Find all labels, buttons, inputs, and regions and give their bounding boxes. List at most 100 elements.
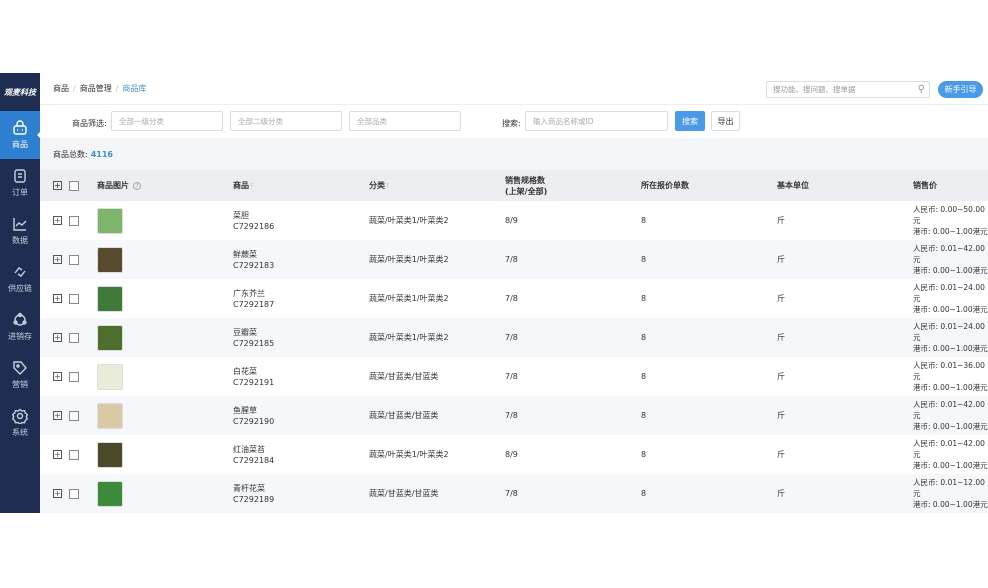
product-name[interactable]: 广东芥兰 <box>233 288 265 298</box>
brand-logo: 观麦科技 <box>4 87 36 97</box>
table-row[interactable]: + 鱼腥草 C7292190 蔬菜/甘蓝类/甘蓝类 7/8 8 斤 人民币: 0.… <box>40 396 988 435</box>
spec-count: 7/8 <box>505 333 518 342</box>
product-name[interactable]: 青杆花菜 <box>233 483 265 493</box>
sidebar-item-data[interactable]: 数据 <box>0 207 40 255</box>
price-rmb: 人民币: 0.01~24.00元 <box>913 322 985 342</box>
product-category: 蔬菜/甘蓝类/甘蓝类 <box>369 372 439 381</box>
product-image[interactable] <box>97 207 123 234</box>
gear-icon <box>12 408 28 424</box>
product-image[interactable] <box>97 246 123 273</box>
supply-chain-icon <box>14 267 26 277</box>
sidebar-item-products[interactable]: 商品 <box>0 111 41 159</box>
product-category: 蔬菜/叶菜类1/叶菜类2 <box>369 294 449 303</box>
search-button[interactable]: 搜索 <box>675 111 705 131</box>
price-hkd: 港币: 0.00~1.00港元 <box>913 305 988 314</box>
product-image[interactable] <box>97 441 123 468</box>
price-hkd: 港币: 0.00~1.00港元 <box>913 422 988 431</box>
filter-label: 商品筛选: <box>72 119 107 128</box>
product-search-input[interactable]: 输入商品名称或ID <box>525 111 668 131</box>
row-checkbox[interactable] <box>69 332 79 343</box>
product-code: C7292191 <box>233 377 275 387</box>
product-image[interactable] <box>97 402 123 429</box>
quote-count: 8 <box>641 489 647 498</box>
product-code: C7292184 <box>233 455 275 465</box>
help-icon[interactable]: ? <box>133 181 141 190</box>
base-unit: 斤 <box>777 216 785 225</box>
product-code: C7292187 <box>233 299 275 309</box>
sidebar-item-supply-chain[interactable]: 供应链 <box>0 255 40 303</box>
product-name[interactable]: 红油菜苔 <box>233 444 265 454</box>
product-code: C7292186 <box>233 221 275 231</box>
column-category[interactable]: 分类 <box>369 181 385 190</box>
product-image[interactable] <box>97 285 123 312</box>
column-unit: 基本单位 <box>777 181 809 190</box>
expand-icon[interactable]: + <box>53 255 62 264</box>
expand-icon[interactable]: + <box>53 294 62 303</box>
spec-count: 8/9 <box>505 450 518 459</box>
expand-icon[interactable]: + <box>53 411 62 420</box>
table-row[interactable]: + 青杆花菜 C7292189 蔬菜/甘蓝类/甘蓝类 7/8 8 斤 人民币: 0… <box>40 474 988 513</box>
count-value: 4116 <box>90 149 113 159</box>
expand-icon[interactable]: + <box>53 450 62 459</box>
count-label: 商品总数: <box>53 149 88 159</box>
sort-icon[interactable]: ↕ <box>385 182 391 189</box>
sidebar-item-marketing[interactable]: 营销 <box>0 351 40 399</box>
product-name[interactable]: 白花菜 <box>233 366 257 376</box>
row-checkbox[interactable] <box>69 371 79 382</box>
search-label: 搜索: <box>502 119 521 128</box>
product-name[interactable]: 鱼腥草 <box>233 405 257 415</box>
expand-icon[interactable]: + <box>53 216 62 225</box>
table-row[interactable]: + 红油菜苔 C7292184 蔬菜/叶菜类1/叶菜类2 8/9 8 斤 人民币:… <box>40 435 988 474</box>
breadcrumb-item[interactable]: 商品管理 <box>79 84 112 93</box>
breadcrumb-item[interactable]: 商品 <box>53 84 69 93</box>
product-code: C7292190 <box>233 416 275 426</box>
product-category: 蔬菜/叶菜类1/叶菜类2 <box>369 255 449 264</box>
product-name[interactable]: 菜胆 <box>233 210 249 220</box>
table-row[interactable]: + 菜胆 C7292186 蔬菜/叶菜类1/叶菜类2 8/9 8 斤 人民币: 0… <box>40 201 988 240</box>
sidebar-item-orders[interactable]: 订单 <box>0 159 40 207</box>
expand-icon[interactable]: + <box>53 372 62 381</box>
export-button[interactable]: 导出 <box>711 111 740 131</box>
sidebar-item-label: 商品 <box>12 140 28 149</box>
table-header: + 商品图片? 商品 ↕ 分类 ↕ 销售规格数 (上架/全部) 所在报价单数 基本单位… <box>40 170 988 201</box>
expand-icon[interactable]: + <box>53 333 62 342</box>
table-row[interactable]: + 鲜蕨菜 C7292183 蔬菜/叶菜类1/叶菜类2 7/8 8 斤 人民币: … <box>40 240 988 279</box>
sidebar-item-label: 系统 <box>12 428 28 437</box>
table-row[interactable]: + 豆瓣菜 C7292185 蔬菜/叶菜类1/叶菜类2 7/8 8 斤 人民币: … <box>40 318 988 357</box>
global-search-input[interactable]: 搜功能、搜问题、搜单据 ⚲ <box>766 81 930 98</box>
product-image[interactable] <box>97 480 123 507</box>
spec-count: 7/8 <box>505 255 518 264</box>
quote-count: 8 <box>641 411 647 420</box>
row-checkbox[interactable] <box>69 293 79 304</box>
product-category: 蔬菜/叶菜类1/叶菜类2 <box>369 216 449 225</box>
sort-icon[interactable]: ↕ <box>249 182 255 189</box>
row-checkbox[interactable] <box>69 254 79 265</box>
base-unit: 斤 <box>777 450 785 459</box>
expand-icon[interactable]: + <box>53 489 62 498</box>
product-name[interactable]: 豆瓣菜 <box>233 327 257 337</box>
product-name[interactable]: 鲜蕨菜 <box>233 249 257 259</box>
guide-button[interactable]: 新手引导 <box>938 81 983 98</box>
column-product[interactable]: 商品 <box>233 181 249 190</box>
table-row[interactable]: + 广东芥兰 C7292187 蔬菜/叶菜类1/叶菜类2 7/8 8 斤 人民币:… <box>40 279 988 318</box>
product-image[interactable] <box>97 324 123 351</box>
level1-category-select[interactable]: 全部一级分类 <box>111 111 223 131</box>
table-row[interactable]: + 白花菜 C7292191 蔬菜/甘蓝类/甘蓝类 7/8 8 斤 人民币: 0.… <box>40 357 988 396</box>
sidebar-item-system[interactable]: 系统 <box>0 399 40 447</box>
category-select[interactable]: 全部品类 <box>349 111 461 131</box>
search-icon[interactable]: ⚲ <box>917 84 925 95</box>
row-checkbox[interactable] <box>69 410 79 421</box>
row-checkbox[interactable] <box>69 215 79 226</box>
price-hkd: 港币: 0.00~1.00港元 <box>913 383 988 392</box>
expand-all-icon[interactable]: + <box>53 181 62 190</box>
column-spec: 销售规格数 <box>505 175 545 185</box>
level2-category-select[interactable]: 全部二级分类 <box>230 111 342 131</box>
product-category: 蔬菜/甘蓝类/甘蓝类 <box>369 411 439 420</box>
row-checkbox[interactable] <box>69 449 79 460</box>
select-all-checkbox[interactable] <box>69 180 79 191</box>
sidebar-item-inventory[interactable]: 进销存 <box>0 303 40 351</box>
price-hkd: 港币: 0.00~1.00港元 <box>913 227 988 236</box>
product-count: 商品总数: 4116 <box>40 138 988 170</box>
row-checkbox[interactable] <box>69 488 79 499</box>
product-image[interactable] <box>97 363 123 390</box>
